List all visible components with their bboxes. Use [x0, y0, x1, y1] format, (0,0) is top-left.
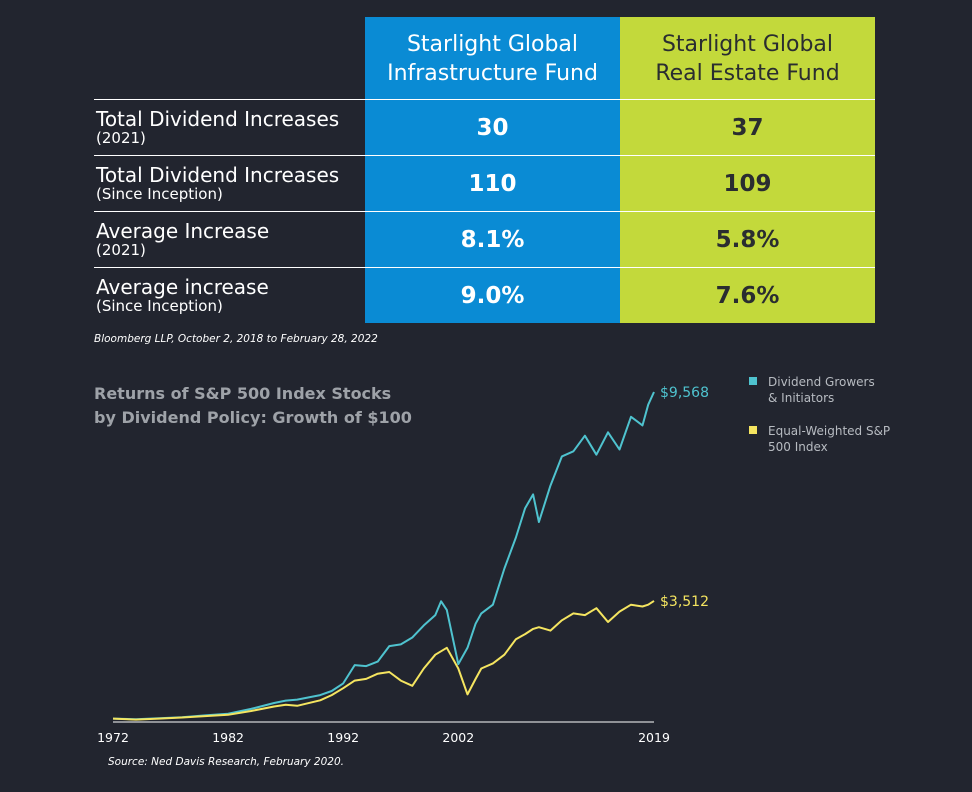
legend-swatch	[749, 426, 757, 434]
chart-title: Returns of S&P 500 Index Stocks by Divid…	[94, 382, 454, 430]
infrastructure-value: 30	[365, 99, 620, 156]
x-tick-label: 2019	[638, 730, 670, 745]
series-end-label: $3,512	[660, 594, 709, 610]
chart-title-line1: Returns of S&P 500 Index Stocks	[94, 384, 392, 403]
row-label: Average Increase (2021)	[94, 211, 365, 268]
table-source-note: Bloomberg LLP, October 2, 2018 to Februa…	[94, 333, 378, 345]
header-real-estate-line1: Starlight Global	[661, 32, 834, 57]
series-end-label: $9,568	[660, 385, 709, 401]
real-estate-value: 37	[620, 99, 875, 156]
legend-label: Dividend Growers	[768, 375, 875, 389]
legend-label: 500 Index	[768, 440, 828, 454]
x-tick-label: 1982	[212, 730, 244, 745]
row-label-main: Total Dividend Increases	[96, 106, 340, 131]
real-estate-value: 109	[620, 155, 875, 212]
table-row: Total Dividend Increases (2021) 30 37	[94, 99, 875, 156]
real-estate-value: 7.6%	[620, 267, 875, 323]
infrastructure-value: 110	[365, 155, 620, 212]
header-infrastructure-fund: Starlight Global Infrastructure Fund	[365, 17, 620, 100]
table-row: Average Increase (2021) 8.1% 5.8%	[94, 211, 875, 268]
row-label: Total Dividend Increases (2021)	[94, 99, 365, 156]
row-label-sub: (2021)	[96, 240, 146, 259]
header-infrastructure-line1: Starlight Global	[406, 32, 579, 57]
legend-swatch	[749, 377, 757, 385]
legend-label: Equal-Weighted S&P	[768, 424, 890, 438]
series-line	[112, 600, 655, 721]
row-label: Total Dividend Increases (Since Inceptio…	[94, 155, 365, 212]
header-infrastructure-line2: Infrastructure Fund	[387, 61, 598, 86]
header-real-estate-line2: Real Estate Fund	[655, 61, 840, 86]
table-row: Average increase (Since Inception) 9.0% …	[94, 267, 875, 323]
infrastructure-value: 9.0%	[365, 267, 620, 323]
x-tick-label: 1992	[327, 730, 359, 745]
row-label-sub: (Since Inception)	[96, 184, 223, 203]
chart-title-line2: by Dividend Policy: Growth of $100	[94, 408, 412, 427]
row-label-main: Average increase	[96, 274, 269, 299]
row-label-sub: (2021)	[96, 128, 146, 147]
row-label-main: Average Increase	[96, 218, 270, 243]
legend-label: & Initiators	[768, 391, 834, 405]
table-header-row: Starlight Global Infrastructure Fund Sta…	[94, 17, 875, 100]
series-line	[112, 391, 655, 721]
row-label-sub: (Since Inception)	[96, 296, 223, 315]
row-label-main: Total Dividend Increases	[96, 162, 340, 187]
x-tick-label: 1972	[97, 730, 129, 745]
table-row: Total Dividend Increases (Since Inceptio…	[94, 155, 875, 212]
infrastructure-value: 8.1%	[365, 211, 620, 268]
chart-source-note: Source: Ned Davis Research, February 202…	[108, 756, 344, 768]
x-tick-label: 2002	[442, 730, 474, 745]
comparison-table: Starlight Global Infrastructure Fund Sta…	[94, 17, 875, 323]
real-estate-value: 5.8%	[620, 211, 875, 268]
row-label: Average increase (Since Inception)	[94, 267, 365, 323]
header-real-estate-fund: Starlight Global Real Estate Fund	[620, 17, 875, 100]
